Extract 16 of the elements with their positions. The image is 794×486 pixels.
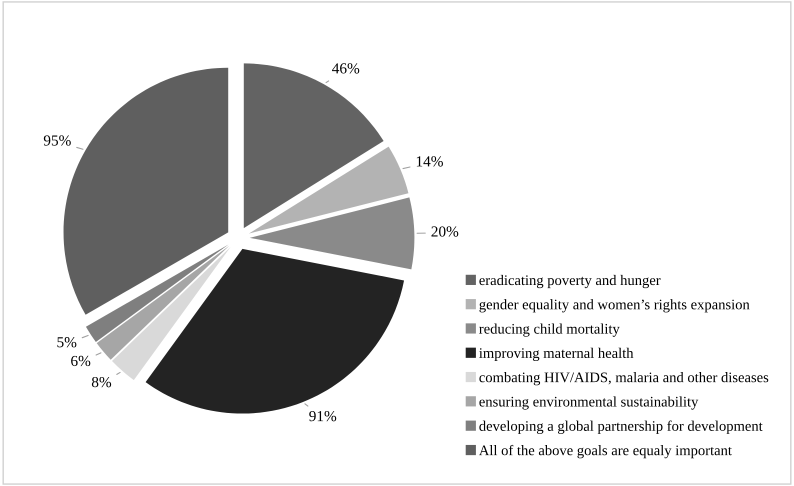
data-label: 6% — [71, 356, 90, 366]
legend-label: gender equality and women’s rights expansion — [479, 299, 750, 312]
data-label: 20% — [431, 226, 458, 237]
legend-label: All of the above goals are equaly important — [478, 444, 732, 458]
data-label: 95% — [44, 135, 71, 146]
data-label: 8% — [92, 376, 112, 388]
legend-label: reducing child mortality — [479, 323, 620, 337]
legend-label: developing a global partnership for development — [479, 420, 763, 434]
legend-label: ensuring environmental sustainability — [479, 396, 698, 410]
data-label: 46% — [332, 63, 360, 74]
legend-label: improving maternal health — [479, 348, 634, 362]
data-label: 5% — [57, 337, 76, 348]
data-label: 14% — [416, 156, 443, 167]
legend-label: eradicating poverty and hunger — [479, 274, 661, 288]
data-label: 91% — [309, 410, 336, 422]
legend-label: combating HIV/AIDS, malaria and other diseases — [479, 372, 768, 386]
